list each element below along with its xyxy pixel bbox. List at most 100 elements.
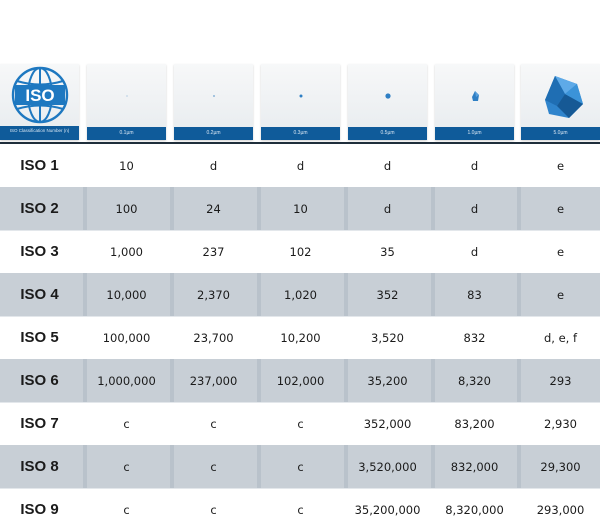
iso-class-label: ISO 3 [20,243,59,260]
particle-limit-cell: 237 [202,244,225,259]
particle-limit-cell: c [210,459,217,474]
particle-size-label: 0.1µm [87,127,166,140]
table-row: ISO 1 10 d d d d e [0,144,600,187]
iso-classification-caption: ISO Classification Number (n) [0,126,79,140]
iso-class-label: ISO 8 [0,445,79,488]
table-row: ISO 8 c c c 3,520,000 832,000 29,300 [0,445,600,488]
column-stripe [83,359,87,402]
row-divider [0,316,600,317]
iso-class-label: ISO 2 [0,187,79,230]
table-row: ISO 6 1,000,000 237,000 102,000 35,200 8,320 2… [0,359,600,402]
particle-size-label: 0.2µm [174,127,253,140]
particle-limit-cell: 8,320,000 [445,502,504,517]
particle-limit-cell: 237,000 [189,373,238,388]
iso-class-label: ISO 5 [20,329,59,346]
particle-limit-cell: 1,000 [110,244,143,259]
particle-limit-cell: 352,000 [363,416,412,431]
particle-limit-cell: c [297,502,304,517]
column-stripe [431,273,435,316]
particle-limit-cell: d [209,158,218,173]
column-stripe [517,187,521,230]
particle-limit-cell: 23,700 [193,330,234,345]
particle-limit-cell: d [296,158,305,173]
particle-limit-cell: d [470,244,479,259]
particle-limit-cell: 24 [206,201,221,216]
column-stripe [344,273,348,316]
particle-visual [87,64,166,127]
size-header-0-1um: 0.1µm [87,64,166,140]
particle-icon [471,90,479,101]
particle-limit-cell: 29,300 [540,459,581,474]
particle-limit-cell: 352 [376,287,399,302]
column-stripe [257,445,261,488]
particle-size-label: 5.0µm [521,127,600,140]
particle-limit-cell: c [210,502,217,517]
iso-logo-header-cell: ISO ISO Classification Number (n) [0,64,79,140]
particle-limit-cell: 1,000,000 [97,373,156,388]
particle-limit-cell: e [556,287,565,302]
particle-limit-cell: e [556,244,565,259]
particle-limit-cell: 100,000 [102,330,151,345]
column-stripe [431,445,435,488]
size-header-0-3um: 0.3µm [261,64,340,140]
size-header-1-0um: 1.0µm [435,64,514,140]
particle-limit-cell: 10,200 [280,330,321,345]
particle-limit-cell: d [470,158,479,173]
particle-limit-cell: 35 [380,244,395,259]
table-row: ISO 4 10,000 2,370 1,020 352 83 e [0,273,600,316]
column-stripe [517,359,521,402]
particle-limit-cell: 1,020 [284,287,317,302]
particle-limit-cell: 102 [289,244,312,259]
iso-logo: ISO [0,64,79,126]
particle-limit-cell: 832 [463,330,486,345]
particle-size-label: 0.5µm [348,127,427,140]
particle-limit-cell: 2,930 [544,416,577,431]
particle-icon [299,94,302,97]
column-stripe [517,273,521,316]
particle-limit-cell: 8,320 [458,373,491,388]
particle-limit-cell: 3,520,000 [358,459,417,474]
particle-visual [435,64,514,127]
globe-icon: ISO [11,66,68,124]
particle-icon [544,75,583,118]
particle-limit-cell: d, e, f [543,330,578,345]
column-stripe [257,187,261,230]
column-stripe [170,273,174,316]
particle-limit-cell: 10,000 [106,287,147,302]
particle-limit-cell: c [123,502,130,517]
particle-visual [348,64,427,127]
particle-icon [212,94,215,97]
particle-limit-cell: 102,000 [276,373,325,388]
particle-limit-cell: 100 [115,201,138,216]
row-divider [0,488,600,489]
table-row: ISO 3 1,000 237 102 35 d e [0,230,600,273]
column-stripe [170,187,174,230]
particle-limit-cell: c [297,416,304,431]
particle-size-label: 1.0µm [435,127,514,140]
particle-limit-cell: d [383,158,392,173]
particle-size-label: 0.3µm [261,127,340,140]
iso-class-label: ISO 7 [20,415,59,432]
column-stripe [344,359,348,402]
particle-limit-cell: 10 [119,158,134,173]
column-stripe [344,187,348,230]
row-divider [0,230,600,231]
particle-limit-cell: 10 [293,201,308,216]
size-header-0-2um: 0.2µm [174,64,253,140]
iso-classification-table: ISO 1 10 d d d d e ISO 2 100 24 10 d d e ISO 3 1,000 237… [0,142,600,526]
particle-visual [174,64,253,127]
iso-class-label: ISO 6 [0,359,79,402]
particle-limit-cell: c [297,459,304,474]
column-stripe [431,359,435,402]
particle-limit-cell: 3,520 [371,330,404,345]
column-stripe [517,445,521,488]
particle-limit-cell: c [123,459,130,474]
column-stripe [83,273,87,316]
column-stripe [83,187,87,230]
particle-limit-cell: 293,000 [536,502,585,517]
column-stripe [170,359,174,402]
column-stripe [170,445,174,488]
particle-limit-cell: 832,000 [450,459,499,474]
particle-limit-cell: 35,200 [367,373,408,388]
particle-limit-cell: 83 [467,287,482,302]
